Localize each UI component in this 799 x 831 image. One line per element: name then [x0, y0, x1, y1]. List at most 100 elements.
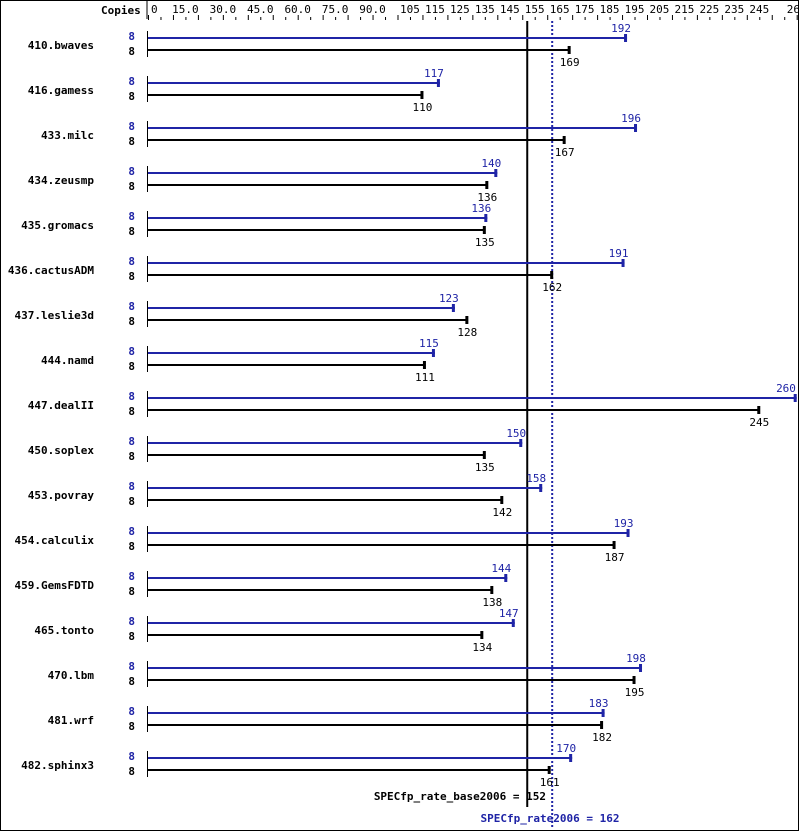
peak-copies: 8: [128, 345, 135, 358]
base-copies: 8: [128, 765, 135, 778]
base-value-label: 138: [482, 596, 502, 609]
base-bar-end: [482, 451, 486, 459]
peak-copies: 8: [128, 435, 135, 448]
peak-value-label: 144: [491, 562, 511, 575]
peak-value-label: 260: [776, 382, 796, 395]
tick-label: 0: [151, 3, 158, 16]
benchmark-label: 470.lbm: [48, 669, 95, 682]
benchmark-label: 454.calculix: [15, 534, 95, 547]
peak-bar-end: [621, 259, 625, 267]
tick-label: 135: [475, 3, 495, 16]
tick-label: 245: [749, 3, 769, 16]
peak-value-label: 150: [506, 427, 526, 440]
tick-label: 125: [450, 3, 470, 16]
peak-copies: 8: [128, 30, 135, 43]
peak-bar-end: [539, 484, 543, 492]
peak-bar-end: [431, 349, 435, 357]
peak-reference-label: SPECfp_rate2006 = 162: [480, 812, 619, 825]
peak-copies: 8: [128, 120, 135, 133]
tick-label: 260: [787, 3, 799, 16]
tick-label: 235: [724, 3, 744, 16]
base-copies: 8: [128, 315, 135, 328]
benchmark-label: 481.wrf: [48, 714, 94, 727]
peak-bar-end: [601, 709, 605, 717]
tick-label: 30.0: [210, 3, 237, 16]
peak-copies: 8: [128, 300, 135, 313]
peak-value-label: 115: [419, 337, 439, 350]
base-value-label: 135: [475, 236, 495, 249]
base-value-label: 142: [492, 506, 512, 519]
tick-label: 15.0: [172, 3, 199, 16]
peak-value-label: 191: [609, 247, 629, 260]
base-value-label: 111: [415, 371, 435, 384]
tick-label: 90.0: [359, 3, 386, 16]
base-bar-end: [500, 496, 504, 504]
peak-bar-end: [519, 439, 523, 447]
base-copies: 8: [128, 360, 135, 373]
base-copies: 8: [128, 630, 135, 643]
benchmark-label: 450.soplex: [28, 444, 95, 457]
benchmark-label: 447.dealII: [28, 399, 94, 412]
base-value-label: 134: [472, 641, 492, 654]
base-value-label: 182: [592, 731, 612, 744]
tick-label: 185: [600, 3, 620, 16]
base-value-label: 187: [605, 551, 625, 564]
benchmark-label: 410.bwaves: [28, 39, 94, 52]
base-copies: 8: [128, 585, 135, 598]
base-bar-end: [600, 721, 604, 729]
benchmark-label: 436.cactusADM: [8, 264, 94, 277]
tick-label: 60.0: [284, 3, 311, 16]
tick-label: 175: [575, 3, 595, 16]
base-bar-end: [612, 541, 616, 549]
peak-copies: 8: [128, 660, 135, 673]
peak-copies: 8: [128, 210, 135, 223]
base-bar-end: [490, 586, 494, 594]
base-copies: 8: [128, 405, 135, 418]
peak-value-label: 123: [439, 292, 459, 305]
peak-value-label: 198: [626, 652, 646, 665]
peak-copies: 8: [128, 165, 135, 178]
peak-bar-end: [436, 79, 440, 87]
benchmark-label: 435.gromacs: [21, 219, 94, 232]
peak-value-label: 183: [589, 697, 609, 710]
peak-copies: 8: [128, 615, 135, 628]
base-value-label: 128: [457, 326, 477, 339]
peak-value-label: 117: [424, 67, 444, 80]
tick-label: 195: [625, 3, 645, 16]
benchmark-label: 482.sphinx3: [21, 759, 94, 772]
tick-label: 115: [425, 3, 445, 16]
benchmark-label: 453.povray: [28, 489, 95, 502]
benchmark-label: 444.namd: [41, 354, 94, 367]
benchmark-label: 416.gamess: [28, 84, 94, 97]
peak-bar-end: [639, 664, 643, 672]
peak-bar-end: [494, 169, 498, 177]
base-bar-end: [632, 676, 636, 684]
base-value-label: 195: [625, 686, 645, 699]
tick-label: 205: [650, 3, 670, 16]
benchmark-label: 434.zeusmp: [28, 174, 95, 187]
peak-copies: 8: [128, 75, 135, 88]
base-bar-end: [550, 271, 554, 279]
base-copies: 8: [128, 450, 135, 463]
base-copies: 8: [128, 720, 135, 733]
base-bar-end: [567, 46, 571, 54]
peak-bar-end: [626, 529, 630, 537]
base-value-label: 162: [542, 281, 562, 294]
base-bar-end: [757, 406, 761, 414]
benchmark-label: 459.GemsFDTD: [15, 579, 95, 592]
peak-value-label: 147: [499, 607, 519, 620]
base-copies: 8: [128, 270, 135, 283]
peak-copies: 8: [128, 525, 135, 538]
base-copies: 8: [128, 675, 135, 688]
peak-copies: 8: [128, 480, 135, 493]
peak-value-label: 193: [614, 517, 634, 530]
base-value-label: 245: [749, 416, 769, 429]
peak-value-label: 170: [556, 742, 576, 755]
base-bar-end: [420, 91, 424, 99]
peak-value-label: 136: [471, 202, 491, 215]
base-reference-label: SPECfp_rate_base2006 = 152: [374, 790, 546, 803]
base-copies: 8: [128, 135, 135, 148]
benchmark-label: 433.milc: [41, 129, 94, 142]
base-copies: 8: [128, 540, 135, 553]
